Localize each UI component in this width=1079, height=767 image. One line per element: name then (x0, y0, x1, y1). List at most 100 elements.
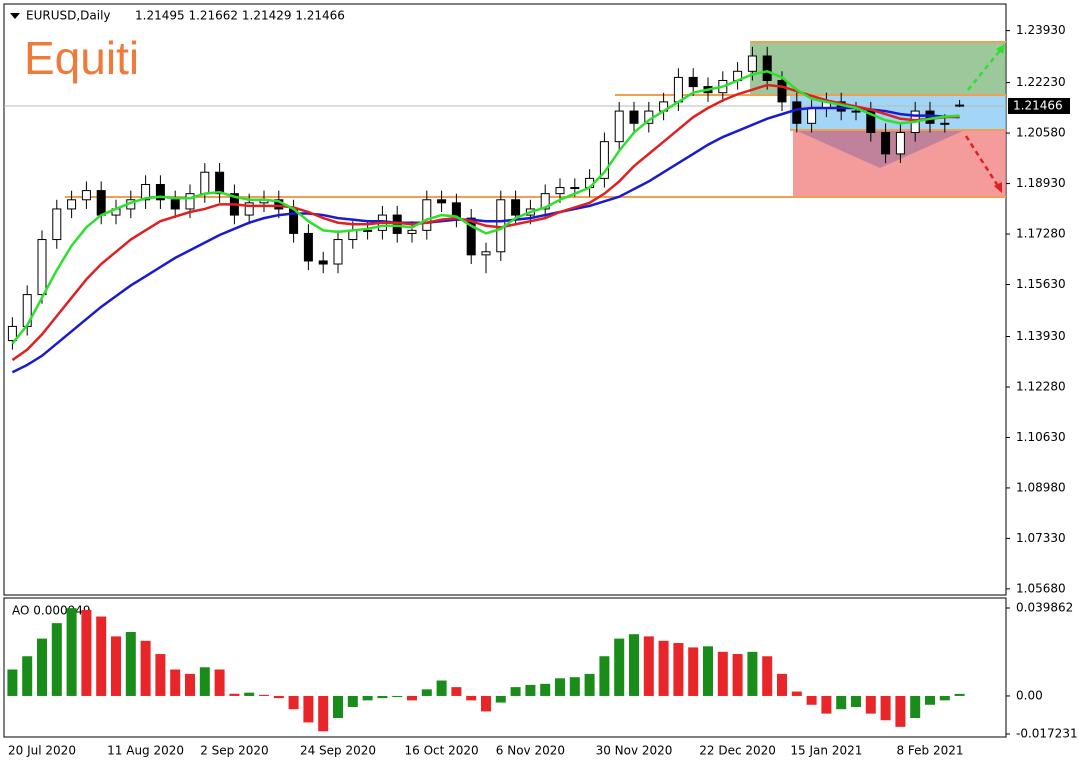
ao-bar (525, 684, 536, 696)
candle-body (37, 239, 47, 296)
ao-bar (836, 695, 847, 710)
ao-bar (199, 667, 210, 696)
logo: Equiti (24, 32, 139, 84)
candle-body (777, 79, 787, 103)
candle-body (141, 183, 151, 201)
ao-bar (673, 643, 684, 696)
y-tick-label: 1.07330 (1016, 531, 1066, 545)
candle-body (851, 110, 861, 113)
ao-bar (895, 695, 906, 727)
ao-bar (910, 695, 921, 719)
ao-bar (925, 695, 935, 705)
y-tick-label: 1.13930 (1016, 329, 1066, 343)
candle-body (244, 202, 254, 216)
ao-bar (777, 673, 787, 696)
ao-bar (658, 640, 669, 696)
ao-bar (377, 695, 388, 699)
ao-bar (703, 646, 713, 696)
x-tick-label: 16 Oct 2020 (405, 744, 479, 758)
ao-bar (333, 695, 343, 719)
ohlc: 1.21495 1.21662 1.21429 1.21466 (135, 9, 345, 23)
x-tick-label: 24 Sep 2020 (300, 744, 376, 758)
x-tick-label: 15 Jan 2021 (790, 744, 862, 758)
candle-body (96, 190, 106, 216)
y-tick-label: 1.10630 (1016, 430, 1066, 444)
ao-bar (140, 640, 151, 696)
candle-body (363, 229, 373, 232)
y-tick-label: 1.22230 (1016, 75, 1066, 89)
ao-bar (806, 695, 817, 705)
ao-bar (717, 651, 728, 696)
y-tick-label: 1.15630 (1016, 277, 1066, 291)
arrow-up (967, 47, 1003, 91)
candle-body (895, 131, 905, 155)
current-price-label: 1.21466 (1013, 98, 1063, 112)
ao-bar (66, 608, 77, 696)
ao-bar (244, 692, 255, 696)
candle-body (422, 199, 432, 231)
ao-bar (214, 669, 225, 696)
candle-body (333, 239, 343, 265)
ao-bar (481, 695, 491, 712)
ao-bar (599, 656, 610, 696)
dropdown-icon[interactable] (10, 13, 20, 19)
candle-body (629, 110, 639, 124)
candle-body (955, 104, 965, 107)
ao-bar (22, 656, 33, 696)
candle-body (599, 141, 609, 179)
candle-body (318, 260, 328, 265)
candle-body (52, 208, 62, 241)
ao-bar (37, 638, 47, 696)
candle-body (185, 193, 195, 210)
y-tick-label: 1.20580 (1016, 126, 1066, 140)
ao-bar (7, 669, 18, 696)
ao-bar (170, 669, 181, 696)
ao-bar (688, 647, 699, 696)
candle-body (81, 190, 91, 201)
ao-bar (495, 695, 506, 703)
ao-bar (614, 638, 625, 696)
target-zone (750, 42, 1006, 95)
candle-body (792, 101, 802, 124)
ao-bar (111, 636, 121, 696)
ao-bar (466, 695, 477, 701)
ao-bar (125, 631, 136, 696)
candle-body (481, 251, 491, 256)
candle-body (747, 55, 757, 72)
ao-bar (629, 634, 639, 696)
candle-body (437, 199, 447, 204)
ao-bar (643, 636, 654, 696)
ao-bar (407, 695, 417, 701)
x-tick-label: 8 Feb 2021 (896, 744, 963, 758)
candle-body (466, 217, 476, 256)
candle-body (215, 171, 225, 195)
y-tick-label: 1.18930 (1016, 176, 1066, 190)
arrow-head (996, 44, 1005, 54)
ao-bar (362, 695, 373, 701)
candle-body (614, 110, 624, 143)
ao-bar (540, 683, 551, 696)
y-tick-label: 0.039862 (1016, 601, 1073, 615)
ao-bar (939, 695, 950, 701)
ao-bar (569, 677, 580, 696)
arrow-down (964, 135, 1000, 187)
pattern-triangle (795, 130, 965, 168)
ao-bar (155, 654, 166, 696)
candle-body (807, 107, 817, 124)
ao-bar (510, 687, 521, 696)
ao-label: AO 0.000949 (12, 604, 91, 618)
ao-bar (303, 695, 314, 723)
ao-bar (451, 687, 462, 696)
ao-bar (880, 695, 891, 721)
ao-bar (762, 656, 773, 696)
ao-bar (185, 673, 195, 696)
symbol: EURUSD,Daily (26, 9, 111, 23)
ao-bar (96, 616, 107, 696)
ao-bar (392, 695, 403, 698)
x-tick-label: 2 Sep 2020 (200, 744, 268, 758)
candle-body (200, 171, 210, 195)
candle-body (303, 232, 313, 262)
candle-body (540, 193, 550, 210)
y-tick-label: 1.08980 (1016, 480, 1066, 494)
